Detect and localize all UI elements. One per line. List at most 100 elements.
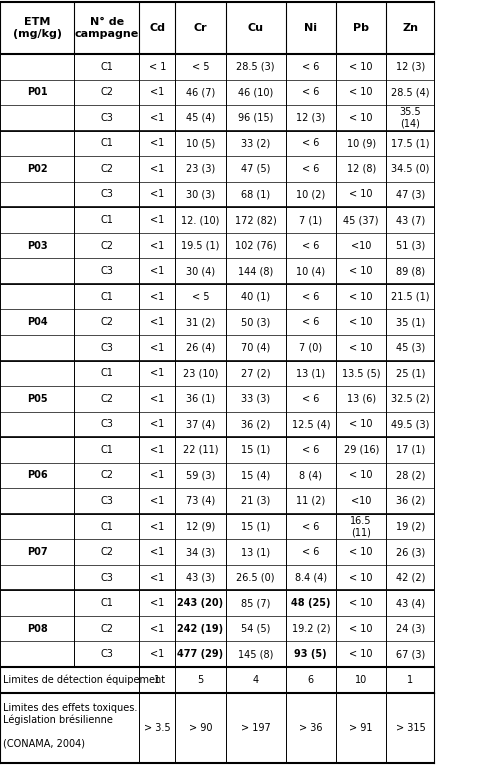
Text: 144 (8): 144 (8): [238, 266, 273, 276]
Text: C1: C1: [100, 445, 113, 455]
Text: < 6: < 6: [302, 87, 320, 97]
Text: < 10: < 10: [349, 317, 373, 327]
Text: 33 (3): 33 (3): [241, 394, 270, 404]
Text: 11 (2): 11 (2): [296, 496, 325, 506]
Text: < 10: < 10: [349, 113, 373, 123]
Text: 43 (4): 43 (4): [396, 598, 425, 608]
Text: C2: C2: [100, 164, 113, 174]
Text: < 6: < 6: [302, 547, 320, 557]
Text: <1: <1: [150, 266, 164, 276]
Text: 35 (1): 35 (1): [396, 317, 425, 327]
Text: Ni: Ni: [304, 23, 317, 33]
Text: <1: <1: [150, 470, 164, 480]
Text: 35.5
(14): 35.5 (14): [399, 107, 421, 129]
Text: 43 (7): 43 (7): [396, 215, 425, 225]
Text: 26.5 (0): 26.5 (0): [236, 573, 275, 583]
Text: 102 (76): 102 (76): [235, 240, 276, 251]
Text: C3: C3: [100, 649, 113, 659]
Text: 28.5 (4): 28.5 (4): [391, 87, 430, 97]
Text: <1: <1: [150, 291, 164, 301]
Text: > 197: > 197: [241, 723, 270, 733]
Text: C1: C1: [100, 291, 113, 301]
Text: < 6: < 6: [302, 240, 320, 251]
Text: < 10: < 10: [349, 470, 373, 480]
Text: 8 (4): 8 (4): [300, 470, 322, 480]
Text: < 5: < 5: [192, 62, 209, 72]
Text: <1: <1: [150, 87, 164, 97]
Text: 96 (15): 96 (15): [238, 113, 273, 123]
Text: < 10: < 10: [349, 598, 373, 608]
Text: P06: P06: [27, 470, 48, 480]
Text: 30 (3): 30 (3): [186, 190, 215, 200]
Text: <1: <1: [150, 215, 164, 225]
Text: 31 (2): 31 (2): [186, 317, 215, 327]
Text: < 10: < 10: [349, 573, 373, 583]
Text: 42 (2): 42 (2): [396, 573, 425, 583]
Text: Cd: Cd: [149, 23, 165, 33]
Text: 21 (3): 21 (3): [241, 496, 270, 506]
Text: <1: <1: [150, 547, 164, 557]
Text: 46 (10): 46 (10): [238, 87, 273, 97]
Text: 243 (20): 243 (20): [177, 598, 224, 608]
Text: N° de
campagne: N° de campagne: [75, 17, 139, 39]
Text: 24 (3): 24 (3): [396, 623, 425, 633]
Text: 45 (4): 45 (4): [186, 113, 215, 123]
Text: < 10: < 10: [349, 87, 373, 97]
Text: <1: <1: [150, 138, 164, 148]
Text: <1: <1: [150, 368, 164, 378]
Text: < 6: < 6: [302, 445, 320, 455]
Text: 28.5 (3): 28.5 (3): [236, 62, 275, 72]
Text: < 6: < 6: [302, 291, 320, 301]
Text: Limites des effets toxiques.
Législation brésilienne

(CONAMA, 2004): Limites des effets toxiques. Législation…: [3, 703, 137, 748]
Text: 16.5
(11): 16.5 (11): [350, 516, 372, 537]
Text: 40 (1): 40 (1): [241, 291, 270, 301]
Text: 46 (7): 46 (7): [186, 87, 215, 97]
Text: 10 (5): 10 (5): [186, 138, 215, 148]
Text: < 10: < 10: [349, 291, 373, 301]
Text: 36 (1): 36 (1): [186, 394, 215, 404]
Text: < 10: < 10: [349, 623, 373, 633]
Text: 34 (3): 34 (3): [186, 547, 215, 557]
Text: <10: <10: [351, 496, 372, 506]
Text: 36 (2): 36 (2): [396, 496, 425, 506]
Text: 13 (1): 13 (1): [296, 368, 325, 378]
Text: < 6: < 6: [302, 317, 320, 327]
Text: C3: C3: [100, 343, 113, 353]
Text: < 6: < 6: [302, 138, 320, 148]
Text: <1: <1: [150, 573, 164, 583]
Text: C2: C2: [100, 317, 113, 327]
Text: <1: <1: [150, 649, 164, 659]
Text: P01: P01: [27, 87, 48, 97]
Text: 49.5 (3): 49.5 (3): [391, 419, 430, 429]
Text: 12 (3): 12 (3): [296, 113, 325, 123]
Text: < 10: < 10: [349, 343, 373, 353]
Text: <1: <1: [150, 522, 164, 532]
Text: C3: C3: [100, 190, 113, 200]
Text: C1: C1: [100, 598, 113, 608]
Text: < 10: < 10: [349, 266, 373, 276]
Text: <10: <10: [351, 240, 372, 251]
Text: <1: <1: [150, 623, 164, 633]
Text: C3: C3: [100, 419, 113, 429]
Text: 70 (4): 70 (4): [241, 343, 270, 353]
Text: 12. (10): 12. (10): [181, 215, 219, 225]
Text: 89 (8): 89 (8): [396, 266, 425, 276]
Text: 45 (37): 45 (37): [344, 215, 379, 225]
Text: Zn: Zn: [402, 23, 419, 33]
Text: 32.5 (2): 32.5 (2): [391, 394, 430, 404]
Text: 93 (5): 93 (5): [295, 649, 327, 659]
Text: 145 (8): 145 (8): [238, 649, 273, 659]
Text: 30 (4): 30 (4): [186, 266, 215, 276]
Text: 10 (2): 10 (2): [296, 190, 325, 200]
Text: 7 (0): 7 (0): [299, 343, 323, 353]
Text: 54 (5): 54 (5): [241, 623, 270, 633]
Text: 67 (3): 67 (3): [396, 649, 425, 659]
Text: > 91: > 91: [349, 723, 373, 733]
Text: 5: 5: [197, 675, 204, 685]
Text: 22 (11): 22 (11): [183, 445, 218, 455]
Text: < 10: < 10: [349, 190, 373, 200]
Text: < 6: < 6: [302, 394, 320, 404]
Text: 19 (2): 19 (2): [396, 522, 425, 532]
Text: 43 (3): 43 (3): [186, 573, 215, 583]
Text: ETM
(mg/kg): ETM (mg/kg): [12, 17, 62, 39]
